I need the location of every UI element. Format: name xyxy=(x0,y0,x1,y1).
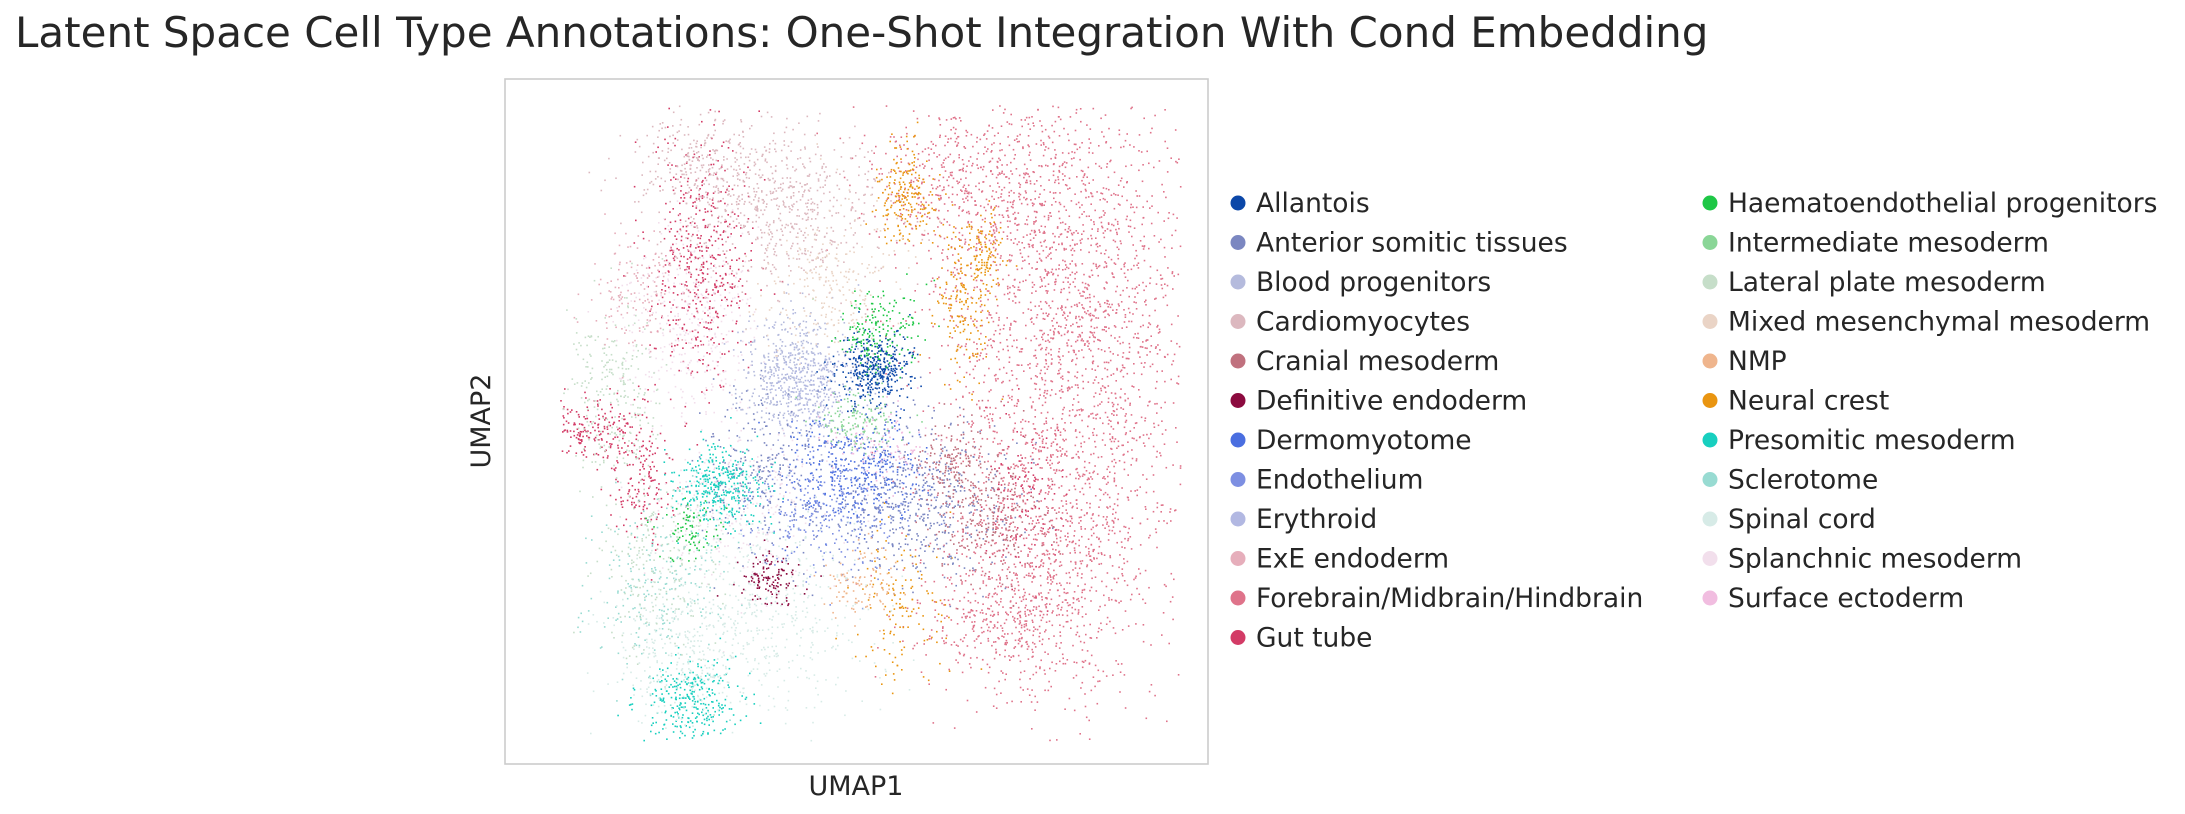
legend-marker xyxy=(1702,235,1718,250)
legend-marker xyxy=(1230,353,1246,369)
legend-item-haematoendothelial-progenitors: Haematoendothelial progenitors xyxy=(1702,188,2157,219)
legend-label: Endothelium xyxy=(1256,465,1423,496)
x-axis-label: UMAP1 xyxy=(809,771,904,802)
legend-marker xyxy=(1702,314,1718,329)
legend-marker xyxy=(1702,472,1718,487)
legend-label: Dermomyotome xyxy=(1256,425,1472,456)
legend-label: Neural crest xyxy=(1728,386,1889,417)
legend-marker xyxy=(1230,630,1246,645)
legend-item-blood-progenitors: Blood progenitors xyxy=(1230,267,1491,298)
legend-marker xyxy=(1230,432,1246,448)
legend-label: Blood progenitors xyxy=(1256,267,1491,298)
legend-label: Erythroid xyxy=(1256,504,1377,535)
legend-item-surface-ectoderm: Surface ectoderm xyxy=(1702,583,1964,614)
legend-label: Surface ectoderm xyxy=(1728,583,1964,614)
legend-marker xyxy=(1230,551,1246,566)
legend-item-endothelium: Endothelium xyxy=(1230,465,1423,496)
chart-title: Latent Space Cell Type Annotations: One-… xyxy=(15,8,1708,57)
legend-item-intermediate-mesoderm: Intermediate mesoderm xyxy=(1702,228,2049,259)
legend-item-splanchnic-mesoderm: Splanchnic mesoderm xyxy=(1702,544,2022,575)
legend-item-spinal-cord: Spinal cord xyxy=(1702,504,1876,535)
legend-marker xyxy=(1702,195,1718,211)
legend-label: Definitive endoderm xyxy=(1256,386,1527,417)
legend-marker xyxy=(1230,590,1246,606)
legend-label: Sclerotome xyxy=(1728,465,1878,496)
legend-label: Lateral plate mesoderm xyxy=(1728,267,2046,298)
legend-marker xyxy=(1702,274,1718,290)
legend-marker xyxy=(1702,511,1718,527)
legend-item-mixed-mesenchymal-mesoderm: Mixed mesenchymal mesoderm xyxy=(1702,307,2150,338)
legend-label: Presomitic mesoderm xyxy=(1728,425,2016,456)
legend-label: Forebrain/Midbrain/Hindbrain xyxy=(1256,583,1643,614)
legend-marker xyxy=(1230,195,1246,211)
legend-item-erythroid: Erythroid xyxy=(1230,504,1377,535)
scatter-points xyxy=(560,105,1182,742)
legend-label: Spinal cord xyxy=(1728,504,1876,535)
legend-item-sclerotome: Sclerotome xyxy=(1702,465,1878,496)
legend-item-dermomyotome: Dermomyotome xyxy=(1230,425,1472,456)
legend-item-anterior-somitic-tissues: Anterior somitic tissues xyxy=(1230,228,1568,259)
legend-label: Anterior somitic tissues xyxy=(1256,228,1568,259)
legend-item-presomitic-mesoderm: Presomitic mesoderm xyxy=(1702,425,2016,456)
plot-frame xyxy=(504,78,1209,765)
legend-label: Gut tube xyxy=(1256,623,1372,654)
legend-item-nmp: NMP xyxy=(1702,346,1787,377)
legend-marker xyxy=(1230,235,1246,250)
legend-marker xyxy=(1702,590,1718,606)
legend-label: Cardiomyocytes xyxy=(1256,307,1470,338)
legend-marker xyxy=(1702,551,1718,566)
legend-item-gut-tube: Gut tube xyxy=(1230,623,1372,654)
legend-item-lateral-plate-mesoderm: Lateral plate mesoderm xyxy=(1702,267,2046,298)
legend-label: Allantois xyxy=(1256,188,1370,219)
legend-item-allantois: Allantois xyxy=(1230,188,1370,219)
legend-marker xyxy=(1230,314,1246,329)
legend-item-cranial-mesoderm: Cranial mesoderm xyxy=(1230,346,1499,377)
legend-marker xyxy=(1230,511,1246,527)
legend-item-cardiomyocytes: Cardiomyocytes xyxy=(1230,307,1470,338)
legend-label: Haematoendothelial progenitors xyxy=(1728,188,2157,219)
legend-label: Intermediate mesoderm xyxy=(1728,228,2049,259)
legend-marker xyxy=(1702,353,1718,369)
legend-item-neural-crest: Neural crest xyxy=(1702,386,1889,417)
legend-label: ExE endoderm xyxy=(1256,544,1449,575)
y-axis-label: UMAP2 xyxy=(466,374,497,469)
legend-marker xyxy=(1230,274,1246,290)
legend-marker xyxy=(1230,393,1246,408)
legend-item-exe-endoderm: ExE endoderm xyxy=(1230,544,1449,575)
legend-marker xyxy=(1702,432,1718,448)
legend: Allantois Anterior somitic tissues Blood p… xyxy=(1230,188,2157,654)
legend-label: Mixed mesenchymal mesoderm xyxy=(1728,307,2150,338)
legend-item-forebrain-midbrain-hindbrain: Forebrain/Midbrain/Hindbrain xyxy=(1230,583,1643,614)
legend-label: Cranial mesoderm xyxy=(1256,346,1499,377)
legend-label: NMP xyxy=(1728,346,1787,377)
legend-item-definitive-endoderm: Definitive endoderm xyxy=(1230,386,1527,417)
legend-marker xyxy=(1230,472,1246,487)
legend-marker xyxy=(1702,393,1718,408)
legend-label: Splanchnic mesoderm xyxy=(1728,544,2022,575)
